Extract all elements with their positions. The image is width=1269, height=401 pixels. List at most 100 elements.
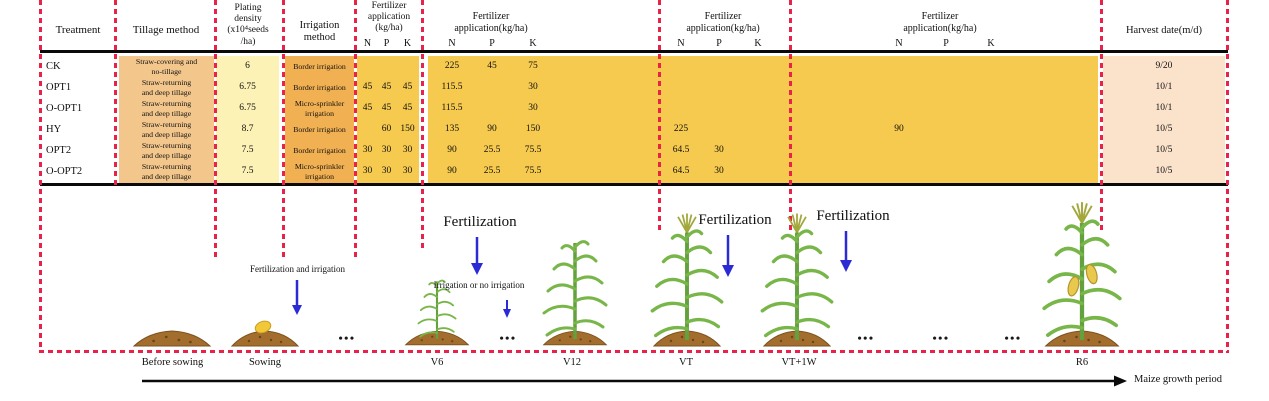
table-bottom-rule — [40, 183, 1228, 186]
fert-sowing-n — [358, 56, 377, 77]
fert-vt1w-n — [879, 161, 919, 182]
npk-header: P — [383, 38, 390, 49]
annotation-fertilization-vt1w: Fertilization — [816, 208, 890, 224]
tillage-cell: Straw-returning and deep tillage — [141, 120, 192, 139]
fert-vt1w-n: 90 — [894, 124, 904, 134]
treatment-label: OPT1 — [46, 82, 72, 93]
harvest-cell: 10/1 — [1155, 103, 1173, 113]
header-density: Plating density (x10⁴seeds /ha) — [227, 3, 269, 47]
table-row: O-OPT2 Straw-returning and deep tillage 7… — [0, 161, 1269, 182]
fert-sowing-p: 30 — [381, 166, 392, 176]
npk-header: K — [754, 38, 762, 49]
fert-v6-p: 45 — [487, 61, 497, 71]
fert-sowing-column-bg — [357, 56, 419, 183]
fert-v6-p: 25.5 — [483, 145, 501, 155]
soil-mound-sowing — [231, 330, 299, 347]
fert-vt-k — [738, 77, 778, 98]
irrigation-cell: Border irrigation — [293, 61, 346, 71]
fert-vt-k — [738, 98, 778, 119]
density-cell: 8.7 — [241, 124, 254, 134]
fert-sowing-n: 45 — [362, 82, 373, 92]
fert-vt1w-n — [879, 77, 919, 98]
irrigation-column-bg — [285, 56, 354, 183]
dashed-divider — [354, 0, 357, 260]
npk-header: N — [677, 38, 685, 49]
axis-label: Maize growth period — [1134, 374, 1223, 385]
soil-mound-v12 — [543, 330, 607, 346]
fert-vt1w-p — [926, 161, 966, 182]
fert-vt1w-n — [879, 140, 919, 161]
npk-header: N — [363, 38, 372, 49]
fert-vt-p: 30 — [714, 166, 724, 176]
density-cell: 6 — [245, 61, 250, 71]
table-top-rule — [40, 50, 1228, 53]
stage-label-r6: R6 — [1075, 357, 1089, 368]
dashed-frame-bottom — [39, 350, 1229, 353]
treatment-label: O-OPT1 — [46, 103, 83, 114]
fert-vt1w-k — [971, 119, 1011, 140]
growth-axis — [142, 375, 1127, 387]
stage-label-vt1w: VT+1W — [781, 357, 817, 368]
fert-vt1w-p — [926, 98, 966, 119]
fert-v6-p — [472, 77, 512, 98]
fert-vt1w-k — [971, 140, 1011, 161]
fert-sowing-n: 30 — [362, 166, 373, 176]
table-row: CK Straw-covering and no-tillage 6 Border… — [0, 56, 1269, 77]
harvest-cell: 10/1 — [1155, 82, 1173, 92]
ellipsis: ••• — [932, 331, 950, 345]
dashed-divider — [789, 0, 792, 234]
fert-v6-k: 30 — [528, 82, 538, 92]
maize-plant-r6 — [1044, 221, 1120, 340]
header-fert-vt: Fertilizer application(kg/ha) — [686, 11, 760, 34]
header-fert-sowing: Fertilizer application (kg/ha) — [367, 1, 411, 34]
tillage-cell: Straw-returning and deep tillage — [141, 162, 192, 181]
annotation-arrows — [292, 231, 852, 318]
harvest-cell: 10/5 — [1155, 166, 1173, 176]
fert-vt-n: 64.5 — [672, 166, 690, 176]
dashed-divider — [282, 0, 285, 258]
maize-plant-vt — [650, 228, 724, 342]
soil-mound-vt1w — [763, 330, 831, 347]
dashed-divider — [214, 0, 217, 258]
ellipsis: ••• — [1004, 331, 1022, 345]
table-row: OPT2 Straw-returning and deep tillage 7.5… — [0, 140, 1269, 161]
fert-v6-k: 75.5 — [524, 166, 542, 176]
density-column-bg — [216, 56, 279, 183]
fert-vt-p — [699, 98, 739, 119]
fert-v6-n: 225 — [444, 61, 460, 71]
fert-v6-n: 135 — [444, 124, 460, 134]
fert-sowing-n: 45 — [362, 103, 373, 113]
density-cell: 7.5 — [241, 166, 254, 176]
fert-vt-p: 30 — [714, 145, 724, 155]
fert-v6-k: 150 — [525, 124, 541, 134]
fert-v6-k: 30 — [528, 103, 538, 113]
harvest-cell: 10/5 — [1155, 124, 1173, 134]
fert-sowing-n: 30 — [362, 145, 373, 155]
soil-mound-v6 — [405, 330, 469, 346]
tassel-r6 — [1071, 201, 1093, 224]
npk-header: K — [987, 38, 995, 49]
fert-sowing-p: 45 — [381, 82, 392, 92]
tillage-cell: Straw-returning and deep tillage — [141, 99, 192, 118]
fert-vt1w-p — [926, 56, 966, 77]
harvest-cell: 10/5 — [1155, 145, 1173, 155]
tillage-cell: Straw-returning and deep tillage — [141, 78, 192, 97]
fert-vt-k — [738, 140, 778, 161]
fert-vt-k — [738, 56, 778, 77]
soil-mound-vt — [653, 330, 721, 347]
down-arrowhead-icon — [840, 260, 852, 272]
header-tillage: Tillage method — [132, 24, 200, 36]
fert-vt-n — [661, 56, 701, 77]
dashed-divider — [114, 0, 117, 186]
fert-vt1w-k — [971, 161, 1011, 182]
table-row: OPT1 Straw-returning and deep tillage 6.7… — [0, 77, 1269, 98]
fert-main-band-bg — [428, 56, 1098, 183]
npk-header: P — [943, 38, 949, 49]
density-cell: 6.75 — [239, 103, 256, 113]
down-arrowhead-icon — [722, 265, 734, 277]
npk-header: N — [895, 38, 903, 49]
maize-plant-v12 — [542, 239, 608, 341]
seed-icon — [254, 320, 272, 334]
ellipsis: ••• — [499, 331, 517, 345]
